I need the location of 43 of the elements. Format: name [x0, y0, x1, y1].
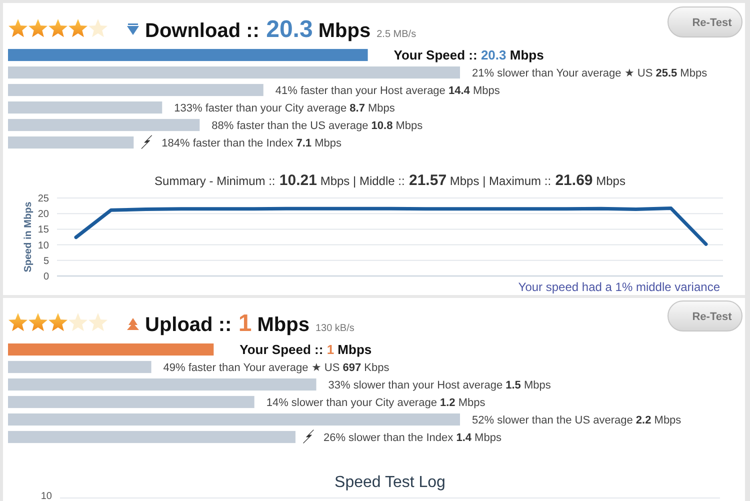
annotation: 14% slower than your City average 1.2 Mbps: [266, 397, 486, 409]
annotation: 184% faster than the Index 7.1 Mbps: [162, 138, 342, 150]
text: Speed Test Log: [334, 474, 446, 491]
bar: [8, 360, 152, 374]
bar: [8, 66, 460, 79]
retest-button[interactable]: [668, 300, 742, 332]
text: Re-Test: [692, 17, 732, 29]
bar: [8, 118, 200, 132]
annotation: 41% faster than your Host average 14.4 Mbps: [275, 85, 500, 97]
text: 52% slower than the US average 2.2 Mbps: [472, 414, 682, 426]
line-series: [74, 206, 708, 246]
chart-subtitle: 130 kB/s: [315, 323, 354, 334]
bar: [8, 413, 460, 426]
bar: [8, 343, 214, 356]
y-tick-label: 5: [43, 256, 50, 267]
annotation: Your Speed :: 20.3 Mbps: [394, 48, 544, 62]
annotation: 133% faster than your City average 8.7 Mbps: [174, 102, 396, 114]
bar: [8, 48, 368, 62]
bar: [8, 84, 264, 96]
annotation: 88% faster than the US average 10.8 Mbps: [212, 120, 424, 132]
text: 49% faster than Your average ★ US 697 Kbps: [163, 362, 390, 374]
chart-title: Download :: 20.3 Mbps: [145, 16, 371, 43]
bar: [8, 396, 254, 408]
y-tick-label: 20: [38, 209, 50, 220]
retest-button[interactable]: [668, 6, 742, 38]
y-tick-label: 15: [38, 224, 50, 236]
text: 21% slower than Your average ★ US 25.5 Mbps: [472, 68, 708, 80]
annotation: 33% slower than your Host average 1.5 Mbps: [328, 380, 552, 392]
bar: [8, 430, 296, 444]
bar: [8, 101, 162, 114]
bar: [8, 136, 134, 149]
text: Your speed had a 1% middle variance: [518, 280, 720, 294]
chart-title: Summary - Minimum :: 10.21 Mbps | Middle :: 21.57 Mbps | Maximum :: 21.69 Mbps: [154, 172, 626, 189]
chart-subtitle: 2.5 MB/s: [376, 29, 416, 40]
y-axis-title: Speed in Mbps: [23, 201, 34, 272]
bar: [8, 378, 316, 391]
y-tick-label: 25: [38, 194, 50, 204]
annotation: 26% slower than the Index 1.4 Mbps: [323, 432, 502, 444]
y-tick-label: 10: [38, 240, 50, 252]
annotation: Your Speed :: 1 Mbps: [240, 342, 372, 357]
y-tick-label: 0: [43, 272, 50, 282]
text: Re-Test: [692, 311, 732, 323]
chart-title: Upload :: 1 Mbps: [145, 310, 310, 337]
